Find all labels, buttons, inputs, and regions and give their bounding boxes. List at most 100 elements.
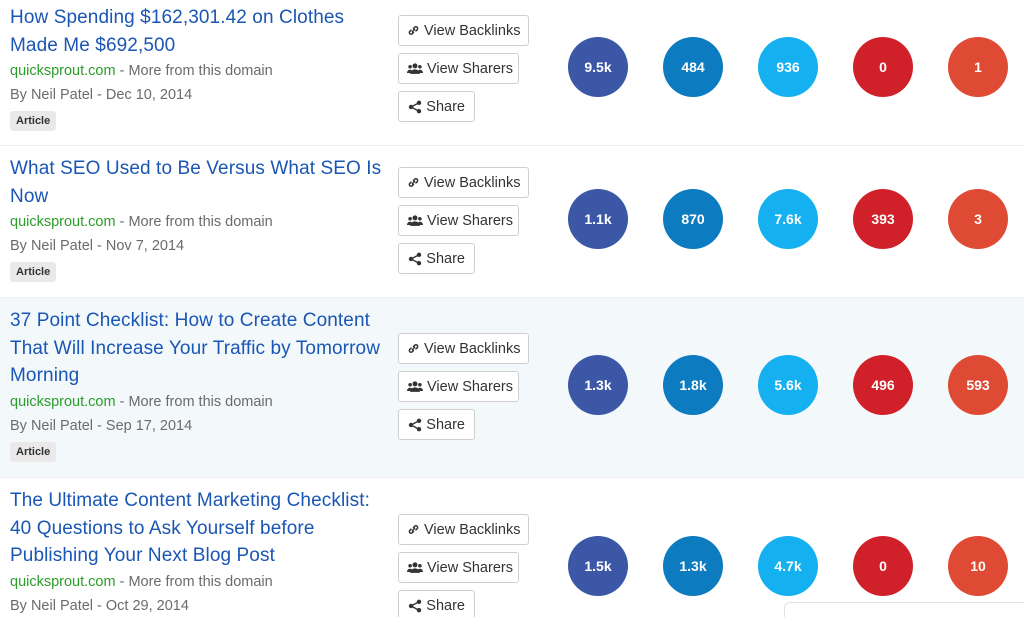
article-source: quicksprout.com - More from this domain (10, 59, 390, 83)
linkedin-count: 1.8k (663, 355, 723, 415)
author-link[interactable]: By Neil Patel (10, 238, 94, 254)
facebook-count: 1.3k (568, 355, 628, 415)
twitter-count: 5.6k (758, 355, 818, 415)
article-info: How Spending $162,301.42 on Clothes Made… (10, 4, 390, 131)
view-sharers-label: View Sharers (427, 212, 513, 229)
article-actions: View Backlinks View Sharers Share (398, 15, 530, 129)
more-from-domain-link[interactable]: - More from this domain (115, 63, 273, 79)
linkedin-count: 870 (663, 189, 723, 249)
view-backlinks-button[interactable]: View Backlinks (398, 167, 529, 198)
view-backlinks-button[interactable]: View Backlinks (398, 514, 529, 545)
author-link[interactable]: By Neil Patel (10, 597, 94, 614)
users-icon (407, 561, 423, 575)
share-icon (407, 418, 422, 432)
pinterest-count: 0 (853, 536, 913, 596)
share-label: Share (426, 597, 465, 614)
view-sharers-button[interactable]: View Sharers (398, 552, 519, 583)
article-info: 37 Point Checklist: How to Create Conten… (10, 307, 390, 462)
more-from-domain-link[interactable]: - More from this domain (115, 214, 273, 230)
share-button[interactable]: Share (398, 91, 475, 122)
view-sharers-label: View Sharers (427, 559, 513, 576)
share-button[interactable]: Share (398, 243, 475, 274)
article-row: 37 Point Checklist: How to Create Conten… (0, 298, 1024, 478)
pinterest-count: 0 (853, 37, 913, 97)
view-sharers-button[interactable]: View Sharers (398, 205, 519, 236)
google-plus-count: 10 (948, 536, 1008, 596)
article-title-link[interactable]: 37 Point Checklist: How to Create Conten… (10, 310, 381, 386)
share-label: Share (426, 98, 465, 115)
facebook-count: 1.5k (568, 536, 628, 596)
link-icon (407, 24, 420, 38)
domain-link[interactable]: quicksprout.com (10, 573, 116, 590)
linkedin-count: 484 (663, 37, 723, 97)
share-label: Share (426, 416, 465, 433)
share-icon (407, 252, 422, 266)
twitter-count: 7.6k (758, 189, 818, 249)
more-from-domain-link[interactable]: - More from this domain (115, 573, 273, 590)
view-backlinks-label: View Backlinks (424, 174, 521, 191)
content-type-badge: Article (10, 262, 57, 282)
article-title-link[interactable]: What SEO Used to Be Versus What SEO Is N… (10, 158, 382, 207)
users-icon (407, 62, 423, 76)
google-plus-count: 593 (948, 355, 1008, 415)
author-link[interactable]: By Neil Patel (10, 417, 94, 434)
share-label: Share (426, 250, 465, 267)
article-row: What SEO Used to Be Versus What SEO Is N… (0, 146, 1024, 298)
linkedin-count: 1.3k (663, 536, 723, 596)
article-byline: By Neil Patel - Nov 7, 2014 (10, 234, 390, 258)
content-type-badge: Article (10, 441, 57, 462)
article-title-link[interactable]: How Spending $162,301.42 on Clothes Made… (10, 7, 345, 56)
domain-link[interactable]: quicksprout.com (10, 393, 116, 410)
view-backlinks-button[interactable]: View Backlinks (398, 333, 529, 364)
facebook-count: 9.5k (568, 37, 628, 97)
article-title-link[interactable]: The Ultimate Content Marketing Checklist… (10, 490, 370, 566)
share-icon (407, 100, 422, 114)
users-icon (407, 214, 423, 228)
article-actions: View Backlinks View Sharers Share (398, 514, 530, 617)
publish-date: - Dec 10, 2014 (93, 87, 193, 103)
article-actions: View Backlinks View Sharers Share (398, 167, 530, 281)
author-link[interactable]: By Neil Patel (10, 87, 94, 103)
article-row: How Spending $162,301.42 on Clothes Made… (0, 0, 1024, 146)
link-icon (407, 176, 420, 190)
facebook-count: 1.1k (568, 189, 628, 249)
domain-link[interactable]: quicksprout.com (10, 214, 116, 230)
pinterest-count: 393 (853, 189, 913, 249)
share-button[interactable]: Share (398, 590, 475, 617)
users-icon (407, 380, 423, 394)
article-row: The Ultimate Content Marketing Checklist… (0, 478, 1024, 617)
content-type-badge: Article (10, 111, 57, 131)
view-sharers-label: View Sharers (427, 378, 513, 395)
google-plus-count: 1 (948, 37, 1008, 97)
article-info: The Ultimate Content Marketing Checklist… (10, 487, 390, 617)
view-sharers-button[interactable]: View Sharers (398, 371, 519, 402)
twitter-count: 936 (758, 37, 818, 97)
pinterest-count: 496 (853, 355, 913, 415)
article-source: quicksprout.com - More from this domain (10, 210, 390, 234)
link-icon (407, 342, 420, 356)
view-backlinks-button[interactable]: View Backlinks (398, 15, 529, 46)
view-backlinks-label: View Backlinks (424, 521, 521, 538)
floating-panel-edge (784, 602, 1024, 617)
article-byline: By Neil Patel - Oct 29, 2014 (10, 594, 390, 617)
article-byline: By Neil Patel - Sep 17, 2014 (10, 414, 390, 438)
domain-link[interactable]: quicksprout.com (10, 63, 116, 79)
share-button[interactable]: Share (398, 409, 475, 440)
publish-date: - Nov 7, 2014 (93, 238, 185, 254)
twitter-count: 4.7k (758, 536, 818, 596)
article-source: quicksprout.com - More from this domain (10, 570, 390, 594)
view-sharers-label: View Sharers (427, 60, 513, 77)
publish-date: - Sep 17, 2014 (93, 417, 193, 434)
publish-date: - Oct 29, 2014 (93, 597, 189, 614)
share-icon (407, 599, 422, 613)
article-info: What SEO Used to Be Versus What SEO Is N… (10, 155, 390, 282)
view-backlinks-label: View Backlinks (424, 22, 521, 39)
link-icon (407, 523, 420, 537)
view-backlinks-label: View Backlinks (424, 340, 521, 357)
article-byline: By Neil Patel - Dec 10, 2014 (10, 83, 390, 107)
view-sharers-button[interactable]: View Sharers (398, 53, 519, 84)
article-source: quicksprout.com - More from this domain (10, 390, 390, 414)
more-from-domain-link[interactable]: - More from this domain (115, 393, 273, 410)
google-plus-count: 3 (948, 189, 1008, 249)
article-actions: View Backlinks View Sharers Share (398, 333, 530, 447)
